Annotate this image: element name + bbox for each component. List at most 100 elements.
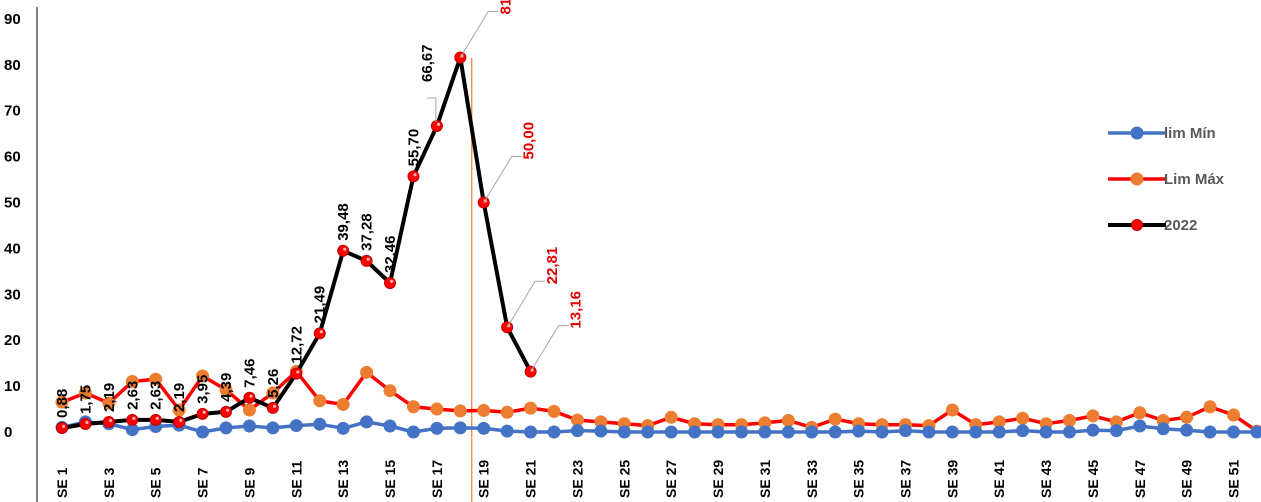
legend-label: 2022: [1164, 217, 1197, 234]
data-point: [313, 327, 326, 340]
y-tick-label: 30: [4, 286, 21, 303]
data-point: [196, 425, 210, 439]
data-point: [945, 425, 959, 439]
data-point: [78, 386, 92, 400]
data-labels: 0,88 1,75 2,19 2,63 2,63 2,19 3,95 4,39 7,46 5,26…: [54, 0, 585, 418]
data-label: 5,26: [265, 369, 282, 398]
y-tick-label: 50: [4, 195, 21, 212]
data-point: [734, 425, 748, 439]
data-point: [758, 425, 772, 439]
data-label: 37,28: [359, 213, 376, 251]
legend-marker: [1130, 126, 1144, 140]
data-point: [1016, 411, 1030, 425]
data-point: [406, 425, 420, 439]
leader-line: [426, 97, 437, 122]
data-point-highlight: [202, 410, 206, 414]
data-point: [196, 369, 210, 383]
data-point: [781, 414, 795, 428]
data-label: 2,63: [124, 381, 141, 410]
x-tick-label: SE 47: [1132, 460, 1148, 498]
data-point-highlight: [436, 122, 441, 126]
x-tick-label: SE 33: [804, 460, 820, 498]
data-point: [430, 402, 444, 416]
legend-item: lim Mín: [1108, 125, 1216, 142]
data-point-highlight: [132, 416, 136, 420]
data-point: [383, 384, 397, 398]
data-point: [125, 375, 139, 389]
x-tick-label: SE 39: [944, 460, 960, 498]
data-point: [875, 425, 889, 439]
x-tick-label: SE 13: [335, 460, 351, 498]
data-point: [711, 425, 725, 439]
x-tick-label: SE 7: [195, 467, 211, 498]
y-tick-label: 20: [4, 332, 21, 349]
data-point: [570, 424, 584, 438]
legend: lim Mín Lim Máx 2022: [1108, 125, 1225, 234]
data-point: [781, 425, 795, 439]
series-layer: [55, 51, 1261, 439]
data-label: 81,58: [497, 0, 514, 15]
x-tick-label: SE 17: [429, 460, 445, 498]
leader-line: [483, 156, 522, 203]
data-point: [336, 421, 350, 435]
data-point: [126, 413, 139, 426]
data-point: [337, 244, 350, 257]
data-point: [79, 417, 92, 430]
x-tick-label: SE 41: [991, 460, 1007, 498]
data-label: 13,16: [568, 291, 585, 329]
data-point-highlight: [390, 279, 394, 284]
series-2: [56, 51, 537, 434]
data-point: [1086, 423, 1100, 437]
data-point-highlight: [226, 408, 230, 412]
data-point: [102, 396, 116, 410]
data-point: [173, 415, 186, 428]
data-label: 21,49: [312, 286, 329, 324]
x-tick-label: SE 15: [382, 460, 398, 498]
x-tick-label: SE 29: [710, 460, 726, 498]
data-point: [1203, 400, 1217, 414]
data-point: [430, 421, 444, 435]
data-point: [524, 401, 538, 415]
x-tick-label: SE 19: [476, 460, 492, 498]
data-point: [828, 425, 842, 439]
data-point-highlight: [249, 394, 253, 398]
data-point-highlight: [296, 370, 300, 374]
data-point: [1086, 409, 1100, 423]
data-point: [547, 404, 561, 418]
data-point: [242, 419, 256, 433]
data-point: [477, 403, 491, 417]
legend-label: Lim Máx: [1164, 171, 1225, 188]
y-axis: 0 10 20 30 40 50 60 70 80 90: [4, 6, 38, 502]
data-point: [992, 425, 1006, 439]
data-point: [898, 424, 912, 438]
x-tick-label: SE 45: [1085, 460, 1101, 498]
data-point: [617, 425, 631, 439]
data-point-highlight: [343, 247, 347, 251]
data-point: [1227, 425, 1240, 439]
x-tick-label: SE 31: [757, 460, 773, 498]
data-point: [1180, 423, 1194, 437]
data-point: [125, 423, 139, 437]
data-point: [1062, 414, 1076, 428]
data-point: [384, 277, 397, 290]
data-point: [55, 395, 69, 409]
data-point: [219, 421, 233, 435]
data-point: [664, 425, 678, 439]
data-point: [196, 407, 209, 420]
data-point: [664, 410, 678, 424]
data-label: 3,95: [195, 375, 212, 404]
data-point: [594, 424, 608, 438]
data-point: [688, 425, 702, 439]
series-0: [55, 415, 1261, 439]
x-tick-label: SE 3: [101, 467, 117, 498]
data-label: 50,00: [521, 122, 538, 160]
data-point: [56, 421, 68, 434]
x-tick-label: SE 5: [148, 467, 164, 498]
data-point: [266, 401, 279, 414]
data-point: [1133, 406, 1147, 420]
leader-line: [530, 325, 569, 372]
data-point: [453, 404, 467, 418]
data-label: 1,75: [77, 385, 94, 414]
data-point-highlight: [108, 418, 113, 422]
data-point: [149, 372, 163, 386]
